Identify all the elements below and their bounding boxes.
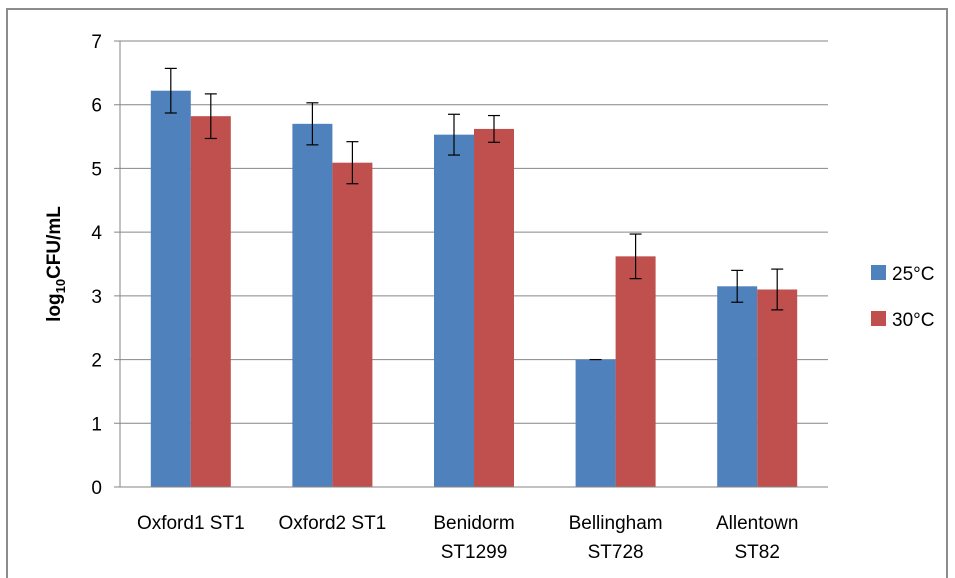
y-tick-label-1: 1 [91,414,102,435]
bar-1-4 [575,359,616,487]
y-tick-label-7: 7 [91,32,102,53]
x-tick-label-5-1: Allentown [716,513,798,534]
x-tick-label-1-1: Oxford1 ST1 [137,513,245,534]
bar-1-1 [150,90,191,487]
x-tick-label-4-1: Bellingham [569,513,663,534]
bar-2-2 [332,162,373,488]
x-tick-label-4-2: ST728 [588,542,644,563]
x-tick-label-2-1: Oxford2 ST1 [279,513,387,534]
x-tick-label-3-1: Benidorm [433,513,514,534]
y-tick-label-3: 3 [91,287,102,308]
bar-1-5 [717,286,758,487]
legend-swatch-1 [871,265,886,280]
bar-1-2 [292,123,333,487]
x-tick-label-5-2: ST82 [734,542,779,563]
y-axis-title: log10CFU/mL [44,206,68,322]
x-tick-label-3-2: ST1299 [441,542,508,563]
y-tick-label-6: 6 [91,96,102,117]
y-tick-label-0: 0 [91,478,102,499]
legend-swatch-2 [871,311,886,326]
legend-label-1: 25°C [892,264,934,285]
bar-2-1 [190,116,231,487]
y-tick-label-2: 2 [91,351,102,372]
bar-2-3 [474,128,514,487]
y-tick-label-5: 5 [91,159,102,180]
bar-2-5 [757,289,798,487]
y-tick-label-4: 4 [91,223,102,244]
legend-label-2: 30°C [892,310,934,331]
bar-1-3 [434,134,474,487]
bar-2-4 [615,256,656,487]
